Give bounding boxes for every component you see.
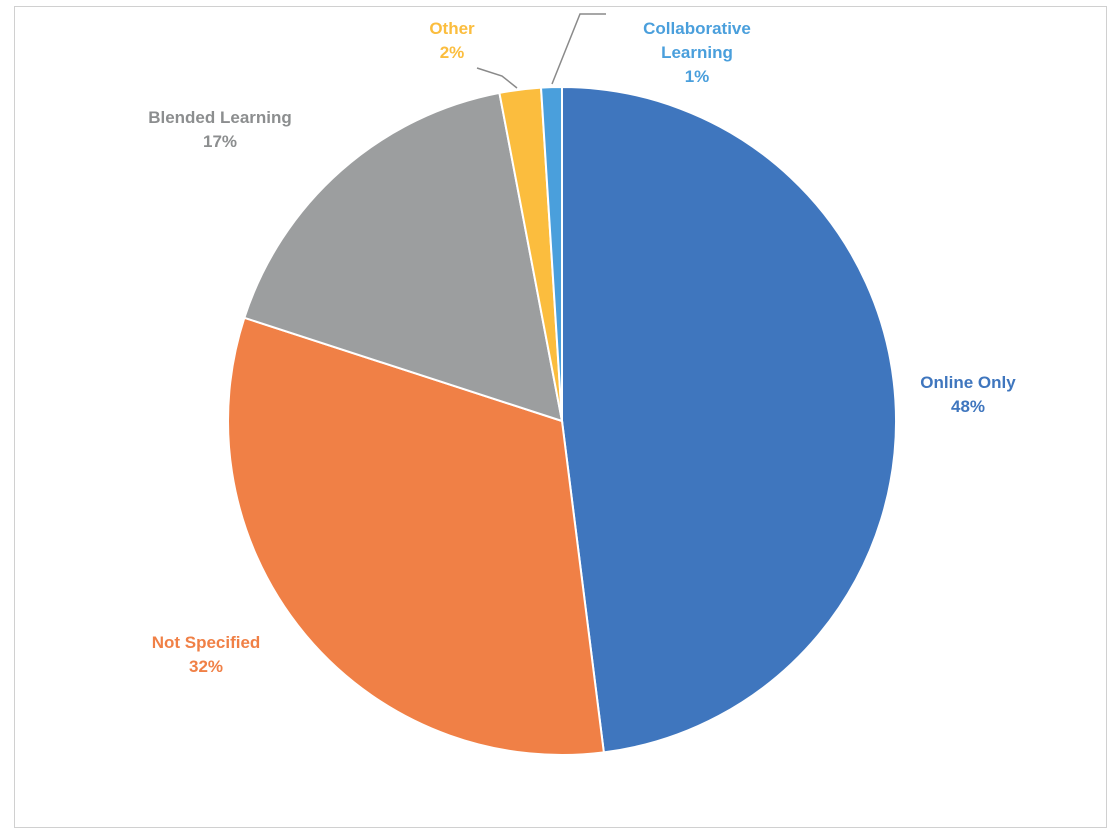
slice-not-specified — [227, 316, 605, 756]
data-label-online-only: Online Only 48% — [920, 373, 1016, 416]
data-label-other: Other 2% — [429, 19, 475, 62]
category-label: Other — [429, 19, 475, 38]
category-label: Blended Learning — [148, 108, 292, 127]
slice-collaborative-learning — [539, 85, 563, 422]
category-label: Online Only — [920, 373, 1016, 392]
data-label-not-specified: Not Specified 32% — [152, 633, 261, 676]
data-label-collaborative-learning: Collaborative Learning 1% — [643, 19, 751, 86]
percent-label: 48% — [951, 397, 985, 416]
percent-label: 2% — [440, 43, 465, 62]
category-label: Collaborative — [643, 19, 751, 38]
data-labels: Online Only 48% Not Specified 32% Blended Le… — [148, 19, 1016, 676]
leader-line-other — [476, 67, 518, 89]
slice-online-only — [561, 85, 898, 754]
percent-label: 1% — [685, 67, 710, 86]
data-label-blended-learning: Blended Learning 17% — [148, 108, 292, 151]
percent-label: 17% — [203, 132, 237, 151]
slice-blended-learning — [243, 91, 564, 423]
percent-label: 32% — [189, 657, 223, 676]
pie-slices — [227, 85, 898, 756]
category-label: Not Specified — [152, 633, 261, 652]
leader-line-collaborative-learning — [551, 13, 606, 85]
leader-lines — [476, 13, 606, 89]
category-label: Learning — [661, 43, 733, 62]
